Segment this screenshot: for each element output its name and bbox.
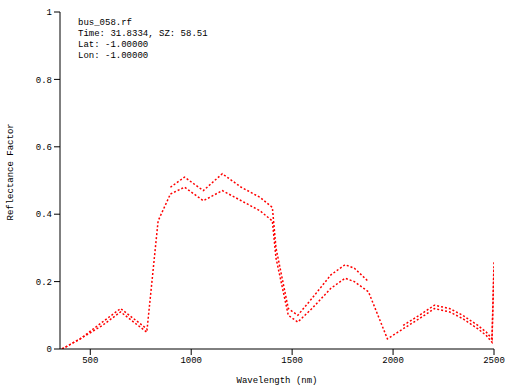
svg-text:Wavelength (nm): Wavelength (nm) <box>236 376 317 386</box>
html-text:Lat: -1.00000: Lat: -1.00000 <box>78 40 149 50</box>
svg-text:Reflectance Factor: Reflectance Factor <box>6 123 16 220</box>
svg-text:1000: 1000 <box>180 356 202 366</box>
svg-text:2500: 2500 <box>483 356 505 366</box>
html-text:Time: 31.8334, SZ: 58.51: Time: 31.8334, SZ: 58.51 <box>78 29 208 39</box>
svg-text:1: 1 <box>47 8 52 18</box>
svg-text:500: 500 <box>82 356 98 366</box>
svg-text:1500: 1500 <box>281 356 303 366</box>
svg-text:0: 0 <box>47 345 52 355</box>
svg-text:0.6: 0.6 <box>36 143 52 153</box>
svg-text:0.8: 0.8 <box>36 76 52 86</box>
html-text:Lon: -1.00000: Lon: -1.00000 <box>78 51 149 61</box>
svg-text:0.2: 0.2 <box>36 278 52 288</box>
html-text:bus_058.rf: bus_058.rf <box>78 18 132 28</box>
svg-text:2000: 2000 <box>382 356 404 366</box>
svg-text:0.4: 0.4 <box>36 210 52 220</box>
